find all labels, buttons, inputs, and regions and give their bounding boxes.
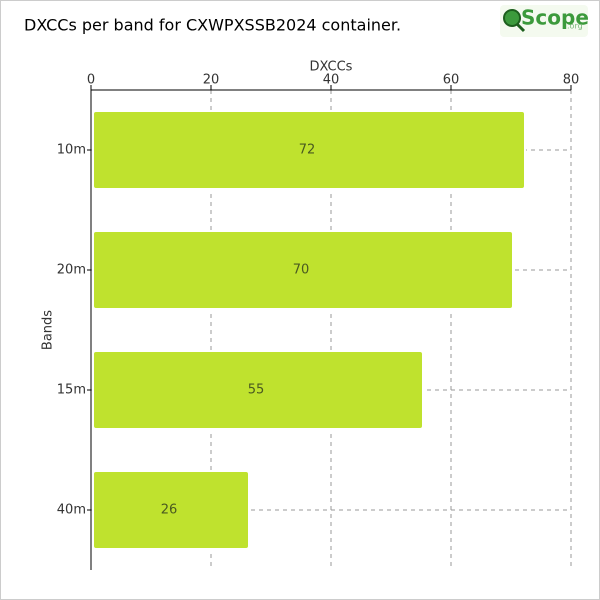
bar xyxy=(92,230,514,310)
chart-title: DXCCs per band for CXWPXSSB2024 containe… xyxy=(24,16,401,35)
logo-icon xyxy=(503,9,521,27)
value-label: 55 xyxy=(248,383,265,398)
value-label: 26 xyxy=(161,503,178,518)
x-tick-label: 20 xyxy=(203,73,220,88)
x-tick-label: 40 xyxy=(323,73,340,88)
y-tick-label: 20m xyxy=(57,263,86,278)
bar xyxy=(92,110,526,190)
x-tick-label: 0 xyxy=(87,73,95,88)
x-axis-label: DXCCs xyxy=(310,60,353,75)
y-tick-label: 40m xyxy=(57,503,86,518)
value-label: 70 xyxy=(293,263,310,278)
bar xyxy=(92,470,250,550)
logo-suffix: .org xyxy=(567,22,583,31)
logo-text: Scope xyxy=(521,6,589,30)
y-axis-label: Bands xyxy=(41,310,56,350)
logo: Scope .org xyxy=(500,5,589,37)
bar xyxy=(92,350,424,430)
logo-handle xyxy=(515,22,526,33)
x-tick-label: 60 xyxy=(443,73,460,88)
x-tick-label: 80 xyxy=(563,73,580,88)
y-tick-label: 15m xyxy=(57,383,86,398)
value-label: 72 xyxy=(299,143,316,158)
y-tick-label: 10m xyxy=(57,143,86,158)
